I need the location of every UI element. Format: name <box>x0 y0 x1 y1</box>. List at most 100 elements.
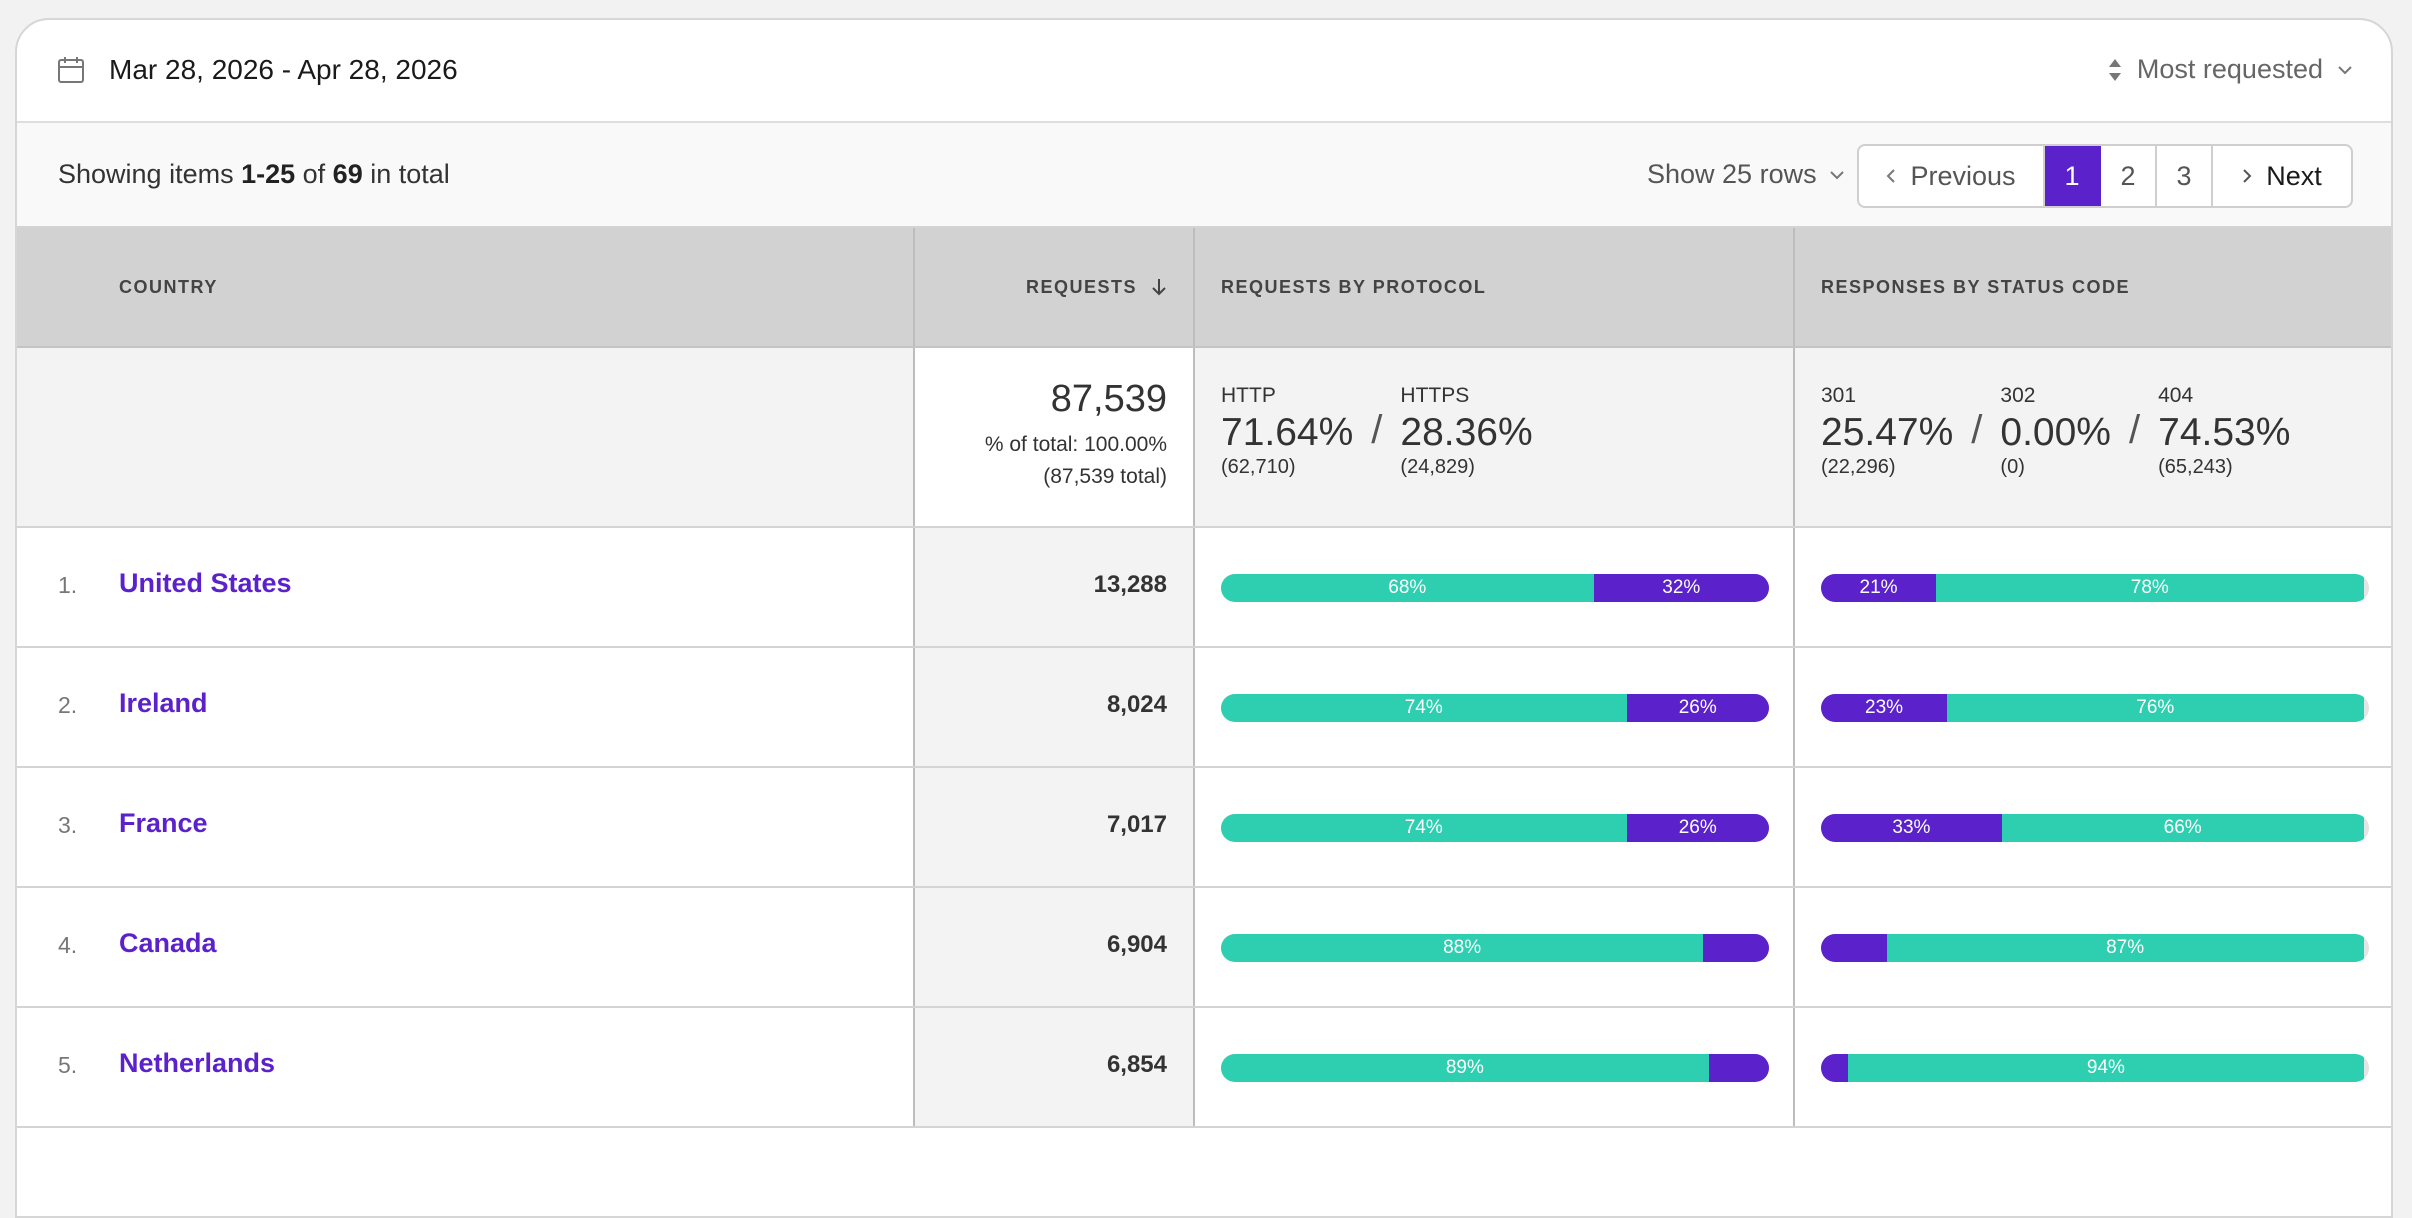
summary-status-cell: 301 25.47% (22,296) / 302 0.00% (0) / 40… <box>1795 348 2391 526</box>
column-header-protocol: REQUESTS BY PROTOCOL <box>1221 276 1487 297</box>
status-stat-302: 302 0.00% (0) <box>2000 384 2111 478</box>
table-row: 4. Canada 6,904 88% 87% <box>17 888 2391 1008</box>
protocol-bar: 88% <box>1221 934 1769 962</box>
column-divider <box>1793 228 1795 346</box>
column-divider <box>1793 768 1795 886</box>
column-divider <box>1193 768 1195 886</box>
requests-value: 13,288 <box>915 528 1193 646</box>
status-bar-segment: 23% <box>1821 694 1948 722</box>
pagination: Previous 1 2 3 Next <box>1857 144 2353 208</box>
protocol-stat-https: HTTPS 28.36% (24,829) <box>1400 384 1533 478</box>
protocol-bar: 68% 32% <box>1221 574 1769 602</box>
country-link[interactable]: United States <box>119 568 292 598</box>
table-row: 1. United States 13,288 68% 32% 21% 78% <box>17 528 2391 648</box>
status-bar-segment: 66% <box>2001 814 2364 842</box>
date-range-picker[interactable]: Mar 28, 2026 - Apr 28, 2026 <box>109 54 458 85</box>
requests-value: 8,024 <box>915 648 1193 766</box>
date-bar: Mar 28, 2026 - Apr 28, 2026 Most request… <box>17 20 2391 123</box>
row-rank: 5. <box>58 1052 78 1078</box>
status-bar: 33% 66% <box>1821 814 2369 842</box>
column-divider <box>1193 1008 1195 1126</box>
calendar-icon[interactable] <box>57 56 85 84</box>
requests-value: 6,904 <box>915 888 1193 1006</box>
column-divider <box>1193 348 1195 526</box>
row-rank: 2. <box>58 692 78 718</box>
requests-total: 87,539 <box>1050 378 1167 420</box>
summary-protocol-cell: HTTP 71.64% (62,710) / HTTPS 28.36% (24,… <box>1195 348 1793 526</box>
protocol-bar-segment: 26% <box>1626 694 1769 722</box>
column-divider <box>913 648 915 766</box>
separator: / <box>1371 408 1383 452</box>
total-note: (87,539 total) <box>1043 465 1167 488</box>
sort-label: Most requested <box>2136 54 2323 84</box>
pct-of-total: % of total: 100.00% <box>984 433 1167 456</box>
column-divider <box>1193 648 1195 766</box>
column-header-status: RESPONSES BY STATUS CODE <box>1821 276 2131 297</box>
table-row: 3. France 7,017 74% 26% 33% 66% <box>17 768 2391 888</box>
sort-icon <box>2108 58 2121 81</box>
country-link[interactable]: Netherlands <box>119 1048 276 1078</box>
page-1-button[interactable]: 1 <box>2045 146 2101 206</box>
column-divider <box>913 348 915 526</box>
summary-country-cell <box>17 348 913 526</box>
country-link[interactable]: France <box>119 808 208 838</box>
column-divider <box>1193 888 1195 1006</box>
column-divider <box>1793 1008 1795 1126</box>
status-bar-segment <box>1821 1054 1849 1082</box>
status-bar: 94% <box>1821 1054 2369 1082</box>
row-rank: 1. <box>58 572 78 598</box>
country-link[interactable]: Ireland <box>119 688 208 718</box>
country-link[interactable]: Canada <box>119 928 217 958</box>
status-bar-segment: 33% <box>1821 814 2002 842</box>
column-divider <box>913 1008 915 1126</box>
column-divider <box>1193 528 1195 646</box>
next-label: Next <box>2266 160 2322 191</box>
status-bar-segment: 76% <box>1947 694 2364 722</box>
column-divider <box>913 528 915 646</box>
status-bar-segment: 78% <box>1936 574 2364 602</box>
protocol-bar: 89% <box>1221 1054 1769 1082</box>
status-bar-segment: 94% <box>1848 1054 2364 1082</box>
chevron-left-icon <box>1887 169 1896 183</box>
column-header-country[interactable]: COUNTRY <box>119 276 218 297</box>
rows-per-page-label: Show 25 rows <box>1647 159 1817 189</box>
page-2-button[interactable]: 2 <box>2101 146 2157 206</box>
protocol-bar-segment: 32% <box>1593 574 1769 602</box>
table-row: 5. Netherlands 6,854 89% 94% <box>17 1008 2391 1128</box>
protocol-stat-http: HTTP 71.64% (62,710) <box>1221 384 1354 478</box>
status-bar: 21% 78% <box>1821 574 2369 602</box>
protocol-bar-segment: 89% <box>1221 1054 1709 1082</box>
column-divider <box>1793 348 1795 526</box>
protocol-bar-segment <box>1708 1054 1769 1082</box>
column-divider <box>913 888 915 1006</box>
table-body: 1. United States 13,288 68% 32% 21% 78% 2. Irela… <box>17 528 2391 1128</box>
column-divider <box>1193 228 1195 346</box>
page-3-button[interactable]: 3 <box>2157 146 2213 206</box>
status-stat-404: 404 74.53% (65,243) <box>2158 384 2291 478</box>
separator: / <box>1971 408 1983 452</box>
protocol-bar: 74% 26% <box>1221 814 1769 842</box>
table-header: COUNTRY REQUESTS REQUESTS BY PROTOCOL RE… <box>17 228 2391 348</box>
summary-row: 87,539 % of total: 100.00% (87,539 total… <box>17 348 2391 528</box>
status-bar-segment <box>1821 934 1887 962</box>
row-rank: 4. <box>58 932 78 958</box>
row-rank: 3. <box>58 812 78 838</box>
previous-label: Previous <box>1910 160 2016 191</box>
rows-per-page-dropdown[interactable]: Show 25 rows <box>1647 159 1845 190</box>
arrow-down-icon <box>1152 279 1166 296</box>
protocol-bar-segment <box>1703 934 1769 962</box>
column-header-requests[interactable]: REQUESTS <box>915 228 1193 346</box>
requests-value: 6,854 <box>915 1008 1193 1126</box>
sort-dropdown[interactable]: Most requested <box>2107 54 2353 85</box>
status-bar: 87% <box>1821 934 2369 962</box>
column-divider <box>1793 888 1795 1006</box>
summary-requests-cell: 87,539 % of total: 100.00% (87,539 total… <box>915 348 1193 526</box>
next-page-button[interactable]: Next <box>2213 146 2351 206</box>
table-toolbar: Showing items 1-25 of 69 in total Show 2… <box>17 123 2391 228</box>
previous-page-button[interactable]: Previous <box>1859 146 2045 206</box>
table-row: 2. Ireland 8,024 74% 26% 23% 76% <box>17 648 2391 768</box>
chevron-down-icon <box>2338 65 2352 74</box>
protocol-bar-segment: 74% <box>1221 694 1627 722</box>
column-divider <box>913 768 915 886</box>
protocol-bar-segment: 26% <box>1626 814 1769 842</box>
